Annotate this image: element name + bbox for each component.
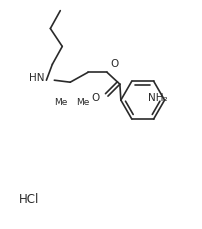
Text: Me: Me — [54, 98, 67, 107]
Text: Me: Me — [76, 98, 89, 107]
Text: HN: HN — [29, 73, 44, 83]
Text: O: O — [91, 93, 100, 103]
Text: HCl: HCl — [18, 193, 39, 206]
Text: O: O — [109, 59, 118, 69]
Text: NH₂: NH₂ — [147, 93, 167, 103]
